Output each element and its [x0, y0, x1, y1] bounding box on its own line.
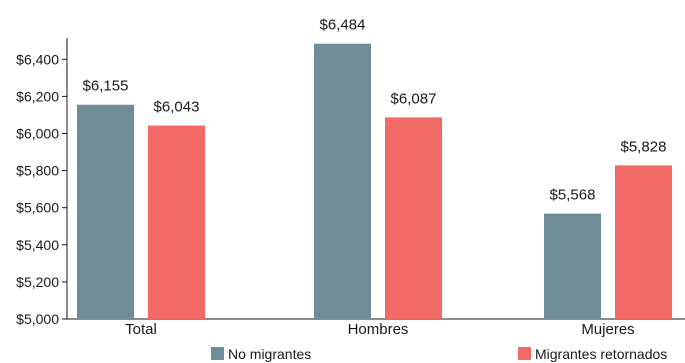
- data-label: $6,087: [391, 90, 437, 107]
- y-tick-label: $5,400: [16, 237, 59, 253]
- bar-migrantes-retornados: [385, 117, 442, 319]
- bar-no-migrantes: [314, 43, 371, 320]
- data-label: $6,155: [83, 78, 129, 95]
- data-label: $6,484: [320, 17, 366, 34]
- bar-no-migrantes: [544, 213, 601, 319]
- legend-swatch: [518, 347, 531, 360]
- y-tick-label: $6,200: [16, 88, 59, 104]
- data-label: $6,043: [154, 99, 200, 116]
- category-label: Hombres: [348, 321, 409, 338]
- category-label: Total: [125, 321, 157, 338]
- legend-label: Migrantes retornados: [535, 346, 667, 362]
- y-tick-label: $6,400: [16, 51, 59, 67]
- bar-no-migrantes: [77, 104, 134, 319]
- data-label: $5,828: [621, 138, 667, 155]
- category-label: Mujeres: [581, 321, 634, 338]
- y-tick-label: $5,800: [16, 163, 59, 179]
- y-tick-label: $5,200: [16, 274, 59, 290]
- legend-label: No migrantes: [228, 346, 311, 362]
- legend-swatch: [211, 347, 224, 360]
- y-tick-label: $5,600: [16, 200, 59, 216]
- bar-migrantes-retornados: [148, 125, 205, 319]
- y-tick-label: $5,000: [16, 311, 59, 327]
- bar-migrantes-retornados: [615, 165, 672, 319]
- y-tick-label: $6,000: [16, 126, 59, 142]
- data-label: $5,568: [550, 187, 596, 204]
